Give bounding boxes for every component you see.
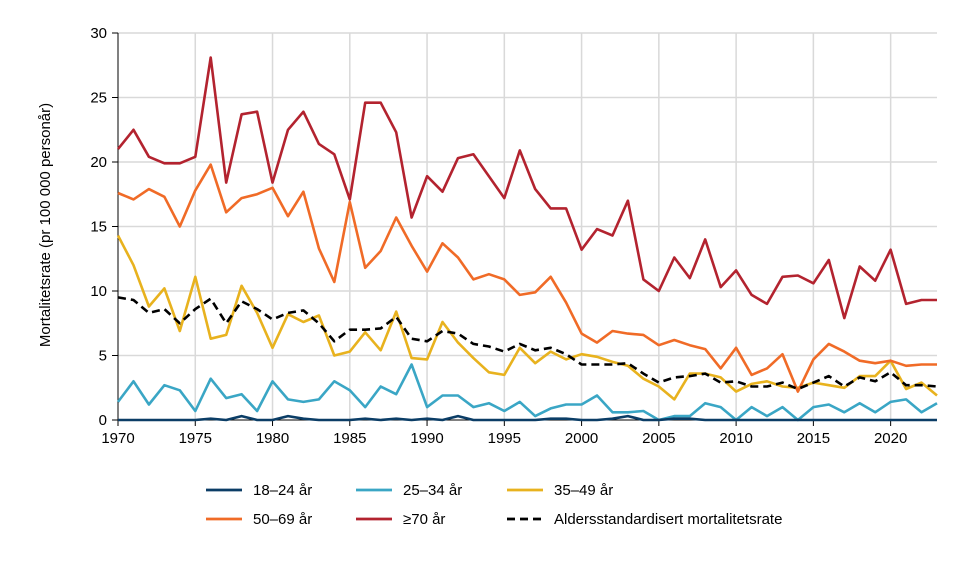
y-tick-label: 20	[90, 154, 107, 171]
y-tick-label: 5	[99, 348, 107, 365]
series-lines	[116, 56, 938, 422]
series-line-3	[117, 163, 937, 393]
x-tick-label: 1970	[101, 430, 134, 447]
x-tick-label: 2020	[874, 430, 907, 447]
legend-label: Aldersstandardisert mortalitetsrate	[554, 511, 782, 528]
x-tick-label: 2000	[565, 430, 598, 447]
y-axis-title: Mortalitetsrate (pr 100 000 personår)	[37, 103, 54, 347]
legend-label: 18–24 år	[253, 482, 312, 499]
x-tick-label: 1985	[333, 430, 366, 447]
x-tick-label: 1995	[488, 430, 521, 447]
x-tick-label: 2010	[719, 430, 752, 447]
x-tick-label: 1990	[410, 430, 443, 447]
x-tick-label: 2005	[642, 430, 675, 447]
legend-label: 50–69 år	[253, 511, 312, 528]
legend-label: 25–34 år	[403, 482, 462, 499]
series-line-4	[116, 56, 937, 320]
y-tick-label: 30	[90, 25, 107, 42]
legend-label: ≥70 år	[403, 511, 445, 528]
gridlines	[118, 32, 937, 420]
x-tick-label: 1975	[179, 430, 212, 447]
y-tick-label: 25	[90, 90, 107, 107]
x-tick-label: 1980	[256, 430, 289, 447]
y-tick-label: 10	[90, 283, 107, 300]
x-tick-label: 2015	[797, 430, 830, 447]
y-tick-label: 15	[90, 219, 107, 236]
series-line-0	[118, 414, 937, 422]
legend: 18–24 år 25–34 år 35–49 år 50–69 år ≥70 år Al…	[206, 482, 782, 528]
legend-label: 35–49 år	[554, 482, 613, 499]
y-tick-label: 0	[99, 412, 107, 429]
x-tick-labels: 1970 1975 1980 1985 1990 1995 2000 2005 2010 2015…	[101, 430, 907, 447]
y-tick-labels: 0 5 10 15 20 25 30	[90, 25, 107, 429]
series-line-1	[116, 363, 938, 422]
series-line-5	[117, 296, 938, 391]
